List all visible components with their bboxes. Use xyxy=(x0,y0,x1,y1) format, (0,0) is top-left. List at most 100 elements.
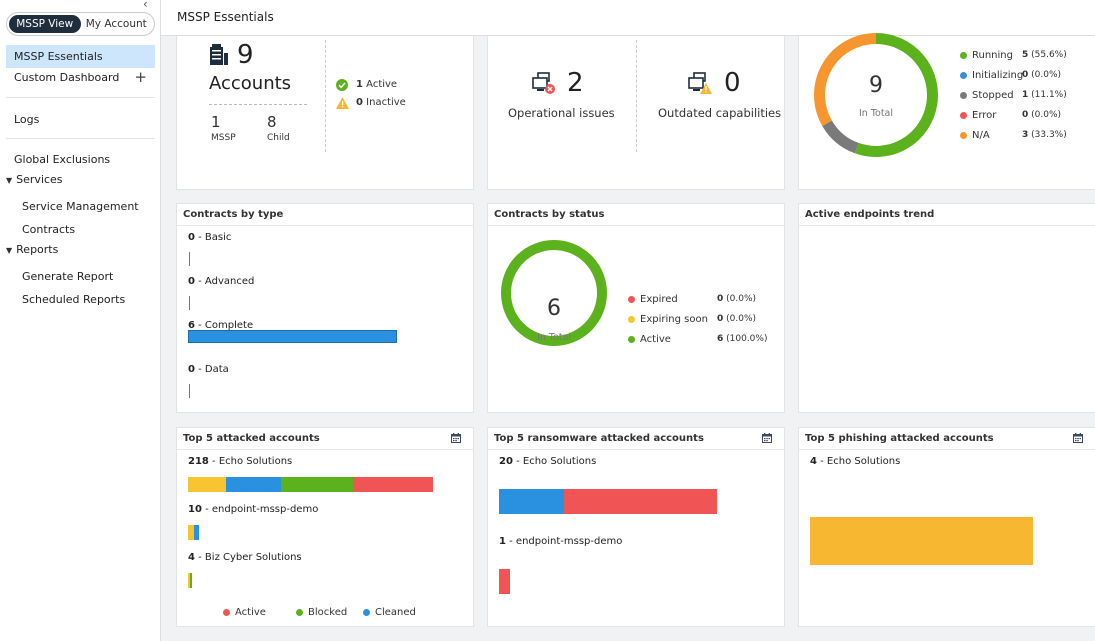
legend-label: Running xyxy=(972,50,1013,61)
bar-segment xyxy=(188,525,195,540)
card-title-text: Top 5 ransomware attacked accounts xyxy=(494,433,704,444)
bar-segment xyxy=(353,477,433,492)
legend-dot xyxy=(628,335,635,343)
nav-contracts[interactable]: Contracts xyxy=(6,218,155,241)
legend-dot xyxy=(628,295,635,303)
bar-count: 4 xyxy=(810,456,817,467)
legend-value: 6 (100.0%) xyxy=(717,334,767,344)
mssp-view-toggle[interactable]: MSSP View xyxy=(9,15,81,33)
bar-label: 6 - Complete xyxy=(188,320,253,331)
nav-generate-report[interactable]: Generate Report xyxy=(6,265,155,288)
nav-logs[interactable]: Logs xyxy=(6,108,155,131)
nav-reports[interactable]: ▼ Reports xyxy=(6,238,155,261)
legend-dot xyxy=(363,608,370,616)
bar-segment xyxy=(226,477,282,492)
accounts-count: 9 xyxy=(237,40,254,70)
add-dashboard-icon[interactable]: + xyxy=(134,68,147,86)
bar-name: - endpoint-mssp-demo xyxy=(201,504,319,515)
legend-pct: (55.6%) xyxy=(1028,50,1067,60)
legend-item: N/A xyxy=(960,130,990,141)
nav-global-exclusions[interactable]: Global Exclusions xyxy=(6,148,155,171)
active-accounts: 1 Active xyxy=(356,79,397,90)
nav-label: Scheduled Reports xyxy=(22,293,126,306)
accounts-card: 9 Accounts 1 MSSP 8 Child 1 Active 0 Ina… xyxy=(176,36,474,190)
nav-mssp-essentials[interactable]: MSSP Essentials xyxy=(6,45,155,68)
bar-count: 0 xyxy=(188,364,195,375)
legend-pct: (0.0%) xyxy=(723,314,757,324)
divider xyxy=(6,138,155,139)
collapse-sidebar-icon[interactable]: ‹ xyxy=(143,0,148,11)
bar-name: - Echo Solutions xyxy=(816,456,901,467)
legend-pct: (0.0%) xyxy=(1028,110,1062,120)
mssp-label: MSSP xyxy=(211,133,236,143)
legend-value: 0 (0.0%) xyxy=(717,294,756,304)
nav-label: Generate Report xyxy=(22,270,114,283)
legend-label: Stopped xyxy=(972,90,1014,101)
legend-item: Active xyxy=(628,334,671,345)
nav-scheduled-reports[interactable]: Scheduled Reports xyxy=(6,288,155,311)
my-account-toggle[interactable]: My Account xyxy=(85,18,147,30)
legend-item: Initializing xyxy=(960,70,1023,81)
issues-card: 2 Operational issues 0 Outdated capabili… xyxy=(487,36,785,190)
active-count: 1 xyxy=(356,79,363,90)
caret-down-icon: ▼ xyxy=(6,176,13,185)
nav-label: Logs xyxy=(14,113,40,126)
legend-label: Active xyxy=(235,607,266,618)
legend-dot xyxy=(960,111,967,119)
legend-count: 3 xyxy=(1022,130,1029,140)
contract-bar-empty xyxy=(189,384,190,398)
calendar-icon[interactable] xyxy=(1073,433,1083,443)
card-title-text: Top 5 phishing attacked accounts xyxy=(805,433,994,444)
legend-dot xyxy=(960,51,967,59)
calendar-icon[interactable] xyxy=(451,433,461,443)
legend-dot xyxy=(960,91,967,99)
bar-name: - Biz Cyber Solutions xyxy=(194,552,302,563)
legend-count: 6 xyxy=(717,334,724,344)
calendar-icon[interactable] xyxy=(762,433,772,443)
caret-down-icon: ▼ xyxy=(6,246,13,255)
legend-label: Active xyxy=(640,334,671,345)
legend-item: Cleaned xyxy=(363,607,416,618)
nav-services[interactable]: ▼ Services xyxy=(6,168,155,191)
accounts-label: Accounts xyxy=(209,73,292,94)
active-label: Active xyxy=(366,79,398,90)
legend-pct: (0.0%) xyxy=(723,294,757,304)
view-toggle: MSSP View My Account xyxy=(6,12,155,36)
legend-item: Running xyxy=(960,50,1013,61)
nav-label: Custom Dashboard xyxy=(14,71,120,84)
contracts-status-donut xyxy=(501,240,607,346)
contracts-total-label: In Total xyxy=(536,332,572,343)
donut-slice-n-a xyxy=(814,33,877,126)
bar-name: - endpoint-mssp-demo xyxy=(505,536,623,547)
bar-segment xyxy=(564,489,717,514)
bar-segment xyxy=(188,477,227,492)
legend-dot xyxy=(960,71,967,79)
bar-count: 4 xyxy=(188,552,195,563)
endpoint-status-donut xyxy=(814,33,938,157)
legend-dot xyxy=(223,608,230,616)
check-circle-icon xyxy=(336,79,348,91)
card-title: Top 5 phishing attacked accounts xyxy=(799,428,1095,450)
bar-label: 0 - Advanced xyxy=(188,276,254,287)
nav-service-management[interactable]: Service Management xyxy=(6,195,155,218)
inactive-accounts: 0 Inactive xyxy=(356,97,406,108)
legend-count: 0 xyxy=(717,294,724,304)
legend-dot xyxy=(628,315,635,323)
warning-icon xyxy=(336,97,349,109)
legend-label: Error xyxy=(972,110,997,121)
legend-label: Expiring soon xyxy=(640,314,708,325)
inactive-label: Inactive xyxy=(366,97,406,108)
legend-value: 0 (0.0%) xyxy=(1022,70,1061,80)
legend-pct: (0.0%) xyxy=(1028,70,1062,80)
bar-label: 218 - Echo Solutions xyxy=(188,456,292,467)
nav-custom-dashboard[interactable]: Custom Dashboard + xyxy=(6,66,155,89)
legend-item: Stopped xyxy=(960,90,1014,101)
mssp-count: 1 xyxy=(211,113,221,131)
card-title-text: Top 5 attacked accounts xyxy=(183,433,320,444)
top-attacked-card: Top 5 attacked accounts 218 - Echo Solut… xyxy=(176,427,474,627)
outdated-label: Outdated capabilities xyxy=(658,106,782,120)
top-bar: MSSP Essentials xyxy=(161,0,1095,36)
legend-pct: (33.3%) xyxy=(1028,130,1067,140)
bar-segment xyxy=(499,489,565,514)
bar-segment xyxy=(810,517,1033,565)
